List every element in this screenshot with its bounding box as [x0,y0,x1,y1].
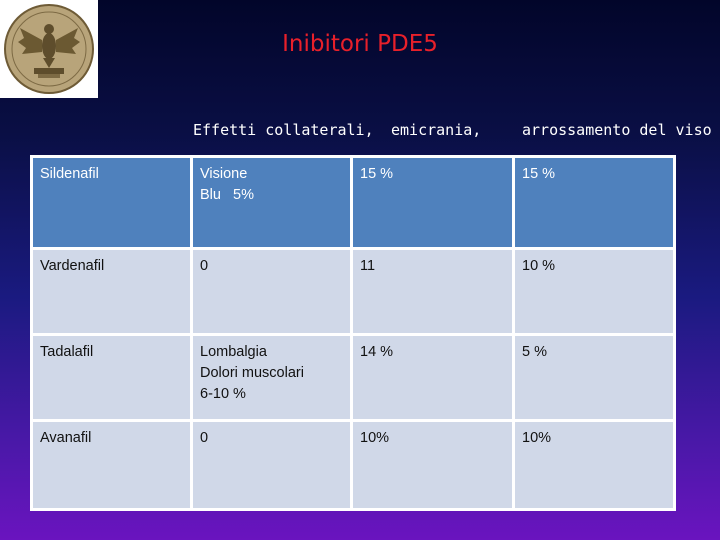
side-effect-line: 0 [200,430,209,446]
drug-name: Avanafil [30,419,193,511]
header-headache: emicrania, [391,121,482,139]
drug-name: Vardenafil [30,247,193,336]
side-effect-line: Visione [200,166,248,182]
drug-name: Tadalafil [30,333,193,422]
side-effect-line: Blu 5% [200,187,254,203]
table-row: Tadalafil Lombalgia Dolori muscolari 6-1… [30,333,676,422]
side-effect-cell: 0 [190,247,353,336]
side-effect-cell: 0 [190,419,353,511]
headache-value: 11 [350,247,515,336]
headache-value: 10% [350,419,515,511]
flushing-value: 5 % [512,333,676,422]
table-row: Avanafil 0 10% 10% [30,419,676,511]
side-effect-cell: Lombalgia Dolori muscolari 6-10 % [190,333,353,422]
side-effect-line: Lombalgia [200,344,267,360]
table-row: Vardenafil 0 11 10 % [30,247,676,336]
page-title: Inibitori PDE5 [282,31,438,57]
flushing-value: 15 % [512,155,676,250]
eagle-seal-logo [0,0,98,98]
side-effect-line: Dolori muscolari [200,365,304,381]
drug-name: Sildenafil [30,155,193,250]
table-row: Sildenafil Visione Blu 5% 15 % 15 % [30,155,676,250]
headache-value: 14 % [350,333,515,422]
header-flushing: arrossamento del viso [522,121,712,139]
header-side-effects: Effetti collaterali, [193,121,374,139]
side-effects-table: Sildenafil Visione Blu 5% 15 % 15 % Vard… [30,155,676,511]
flushing-value: 10% [512,419,676,511]
headache-value: 15 % [350,155,515,250]
flushing-value: 10 % [512,247,676,336]
side-effect-cell: Visione Blu 5% [190,155,353,250]
side-effect-line: 0 [200,258,209,274]
side-effect-line: 6-10 % [200,386,246,402]
